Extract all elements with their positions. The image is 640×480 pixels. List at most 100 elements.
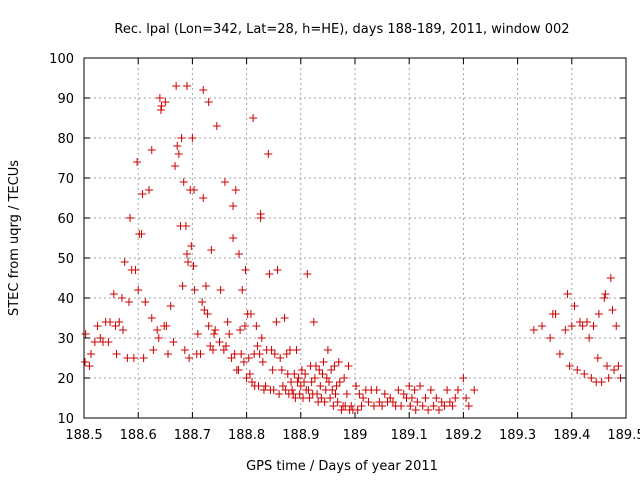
data-point [304,386,313,394]
data-point [332,382,341,390]
data-point [282,350,291,358]
data-point [200,306,209,314]
data-point [199,194,208,202]
data-point [204,322,213,330]
data-point [149,346,158,354]
data-point [277,366,286,374]
data-point [207,246,216,254]
data-point [315,366,324,374]
data-point [229,234,238,242]
x-tick-label: 188.5 [65,428,102,443]
data-point [223,318,232,326]
data-point [291,394,300,402]
data-point [85,362,94,370]
data-point [432,394,441,402]
y-tick-label: 10 [57,412,74,427]
data-point [141,298,150,306]
data-point [421,394,430,402]
data-point [470,386,479,394]
data-point [172,82,181,90]
data-point [182,82,191,90]
data-point [240,322,249,330]
data-point [179,178,188,186]
data-point [126,214,135,222]
y-tick-label: 60 [57,212,74,227]
data-point [551,310,560,318]
data-point [211,326,220,334]
data-point [268,366,277,374]
data-point [178,282,187,290]
data-point [294,374,303,382]
data-point [129,354,138,362]
data-point [237,350,246,358]
data-point [173,142,182,150]
data-point [193,330,202,338]
data-point [245,370,254,378]
data-point [317,394,326,402]
x-axis-ticks: 188.5 188.6 188.7 188.8 188.9 189 189.1 189.2 18… [65,58,640,443]
data-point [270,350,279,358]
data-point [397,402,406,410]
data-point [429,402,438,410]
data-point [157,102,166,110]
data-point [573,366,582,374]
data-point [256,210,265,218]
data-point [133,158,142,166]
data-point [190,186,199,194]
data-point [215,338,224,346]
data-point [323,346,332,354]
data-point [81,330,90,338]
data-point [261,382,270,390]
data-point [117,294,126,302]
data-point [203,310,212,318]
data-point [111,322,120,330]
data-point [593,354,602,362]
data-point [227,354,236,362]
data-point [310,374,319,382]
data-point [154,334,163,342]
data-point [406,402,415,410]
data-point [347,402,356,410]
data-point [424,406,433,414]
data-point [190,286,199,294]
data-point [124,298,133,306]
data-point [252,322,261,330]
data-point [81,358,90,366]
data-point [201,282,210,290]
x-tick-label: 188.8 [228,428,265,443]
data-point [394,386,403,394]
data-point [109,290,118,298]
data-point [236,326,245,334]
x-tick-label: 189.2 [445,428,482,443]
x-tick-label: 189.3 [499,428,536,443]
y-tick-label: 50 [57,252,74,267]
data-point [300,378,309,386]
data-point [309,318,318,326]
data-point [585,334,594,342]
data-point [316,382,325,390]
data-point [614,362,623,370]
data-point [580,370,589,378]
data-point [187,242,196,250]
data-point [369,402,378,410]
data-point [322,374,331,382]
grid-lines [84,58,626,418]
data-point [145,186,154,194]
data-point [212,122,221,130]
data-point [147,314,156,322]
data-point [225,330,234,338]
data-point [280,314,289,322]
x-tick-label: 188.9 [282,428,319,443]
data-point [184,258,193,266]
data-point [610,366,619,374]
data-point [320,398,329,406]
data-point [416,382,425,390]
data-point [604,374,613,382]
data-point [587,374,596,382]
data-point [257,334,266,342]
data-point [189,262,198,270]
y-tick-label: 20 [57,372,74,387]
data-point [246,310,255,318]
data-point [337,406,346,414]
data-point [290,370,299,378]
